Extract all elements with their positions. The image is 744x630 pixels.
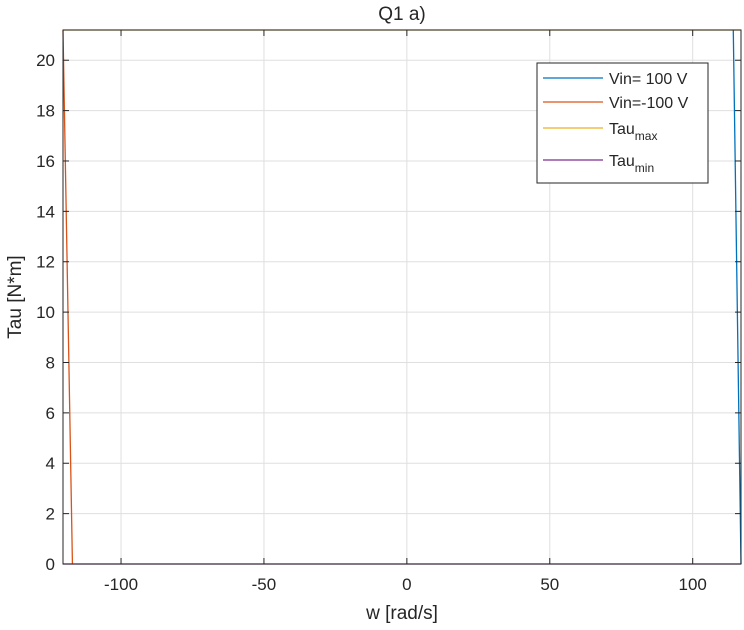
chart-title: Q1 a) bbox=[378, 4, 426, 25]
y-tick-label: 2 bbox=[46, 505, 55, 524]
legend-entry: Taumax bbox=[609, 121, 657, 143]
y-tick-label: 10 bbox=[36, 303, 55, 322]
legend-entry: Taumin bbox=[609, 153, 654, 175]
x-tick-label: 100 bbox=[679, 575, 707, 594]
y-tick-label: 12 bbox=[36, 253, 55, 272]
legend: Vin= 100 V Vin=-100 V Taumax Taumin bbox=[536, 62, 709, 184]
series-line-1 bbox=[62, 29, 74, 565]
y-tick-label: 8 bbox=[46, 353, 55, 372]
series-line-0 bbox=[732, 29, 742, 565]
grid-lines bbox=[63, 30, 741, 565]
legend-entry: Vin=-100 V bbox=[609, 95, 689, 112]
x-axis-label: w [rad/s] bbox=[365, 603, 438, 624]
x-tick-label: 50 bbox=[540, 575, 559, 594]
legend-entry: Vin= 100 V bbox=[609, 71, 688, 88]
y-tick-label: 18 bbox=[36, 102, 55, 121]
y-tick-label: 0 bbox=[46, 555, 55, 574]
y-tick-label: 4 bbox=[46, 454, 55, 473]
y-tick-label: 14 bbox=[36, 202, 55, 221]
axes-box bbox=[62, 29, 742, 565]
y-axis-label: Tau [N*m] bbox=[5, 255, 26, 338]
y-tick-label: 6 bbox=[46, 404, 55, 423]
legend-box bbox=[536, 62, 709, 184]
x-tick-label: -50 bbox=[252, 575, 277, 594]
y-tick-label: 16 bbox=[36, 152, 55, 171]
y-tick-label: 20 bbox=[36, 51, 55, 70]
x-tick-label: -100 bbox=[104, 575, 138, 594]
tick-labels: -100 -50 0 50 100 0 2 4 6 8 10 12 14 16 18 20 bbox=[36, 51, 707, 594]
axes bbox=[62, 29, 742, 565]
x-tick-label: 0 bbox=[402, 575, 411, 594]
